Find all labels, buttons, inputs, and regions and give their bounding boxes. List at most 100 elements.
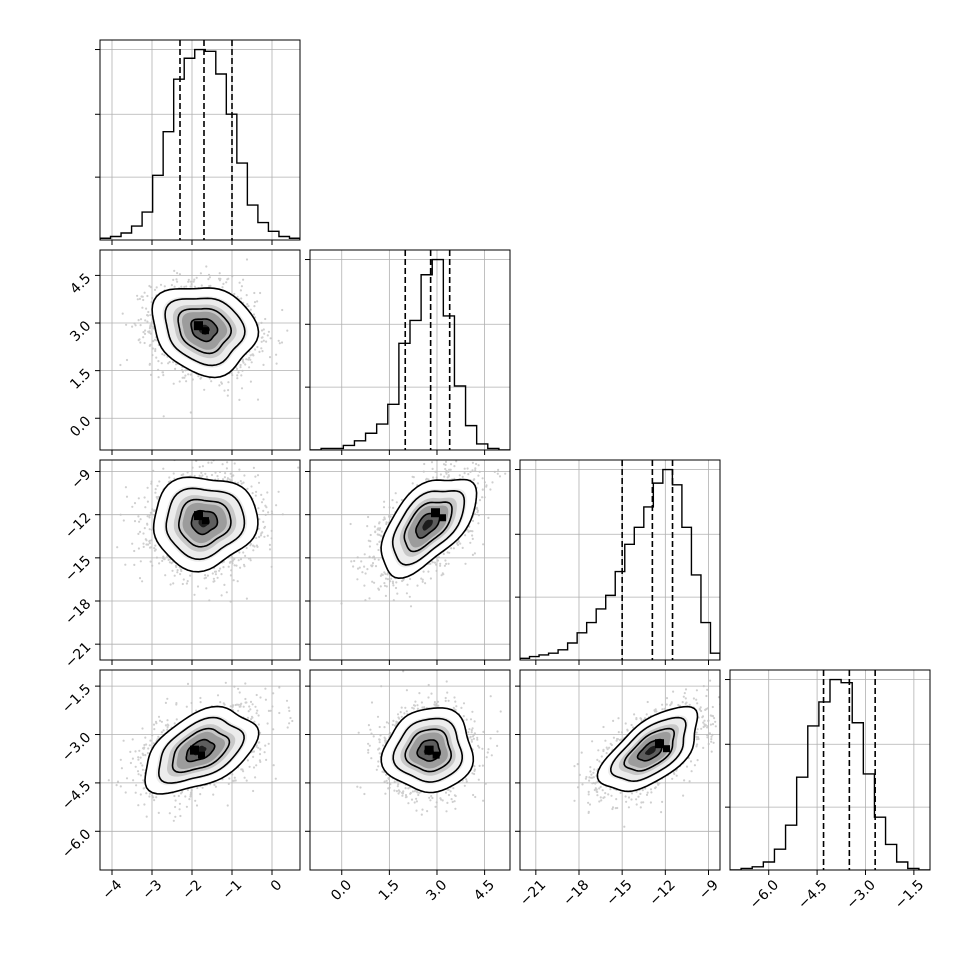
panel-frame xyxy=(309,669,511,871)
panel-frame xyxy=(99,459,301,661)
contour-line-2 xyxy=(177,498,232,548)
y-tick-label: 1.5 xyxy=(67,366,94,393)
contour-line-3 xyxy=(415,512,441,539)
panel-content xyxy=(310,460,510,660)
panel-content xyxy=(520,670,720,870)
contour-line-2 xyxy=(171,727,231,774)
x-tick-label: −4 xyxy=(100,877,126,903)
density-panel-3-1 xyxy=(305,669,511,875)
y-tick-label: −18 xyxy=(62,596,94,628)
contour-line-2 xyxy=(403,501,453,553)
density-peak xyxy=(190,745,199,755)
density-panel-2-1 xyxy=(305,459,511,665)
panel-frame xyxy=(309,459,511,661)
panel-frame xyxy=(99,249,301,451)
contour-line-2 xyxy=(177,307,233,355)
contour-line-0 xyxy=(380,707,475,794)
contour-line-1 xyxy=(391,489,466,566)
density-band-5 xyxy=(645,745,657,756)
y-tick-label: −1.5 xyxy=(59,681,94,716)
contour-line-3 xyxy=(190,509,219,536)
y-tick-label: −4.5 xyxy=(59,778,94,813)
y-tick-label: −3.0 xyxy=(59,730,94,765)
contour-line-3 xyxy=(185,738,216,763)
density-peak xyxy=(655,739,665,749)
x-tick-label: 0.0 xyxy=(328,877,355,904)
contour-line-2 xyxy=(623,727,676,772)
density-peak xyxy=(194,511,203,521)
histogram-series-1 xyxy=(310,258,510,450)
x-tick-label: −2 xyxy=(180,877,206,903)
y-tick-label: 0.0 xyxy=(67,413,94,440)
panel-content xyxy=(100,460,300,660)
y-tick-label: −12 xyxy=(62,510,94,542)
x-tick-label: −3 xyxy=(140,877,166,903)
histogram-panel-2 xyxy=(515,459,721,665)
contour-line-3 xyxy=(190,318,219,343)
density-peak xyxy=(432,751,440,759)
contour-line-0 xyxy=(151,287,260,379)
contour-line-0 xyxy=(380,478,478,580)
y-tick-label: 4.5 xyxy=(67,270,94,297)
density-band-5 xyxy=(422,519,433,531)
histogram-panel-1 xyxy=(305,249,511,455)
x-tick-label: −4.5 xyxy=(795,877,830,912)
density-panel-3-0 xyxy=(95,669,301,875)
density-peak xyxy=(438,514,446,522)
x-tick-label: −21 xyxy=(517,877,549,909)
x-tick-label: −18 xyxy=(560,877,592,909)
panel-content xyxy=(100,250,300,450)
contour-line-1 xyxy=(609,716,687,783)
density-peak xyxy=(424,745,434,755)
density-peak xyxy=(194,321,203,331)
x-tick-label: −3.0 xyxy=(844,877,879,912)
y-tick-label: −15 xyxy=(62,553,94,585)
x-tick-label: −15 xyxy=(603,877,635,909)
corner-plot-panels: −4 −3 −2 −1 0 0.0 1.5 3.0 4.5 −21 −18 −15 −12 −9 −6.0−… xyxy=(59,39,931,912)
density-peak xyxy=(202,517,209,525)
density-peak xyxy=(198,751,205,759)
contour-line-1 xyxy=(164,297,246,367)
contour-line-3 xyxy=(416,739,441,762)
contour-line-0 xyxy=(144,705,260,795)
contour-line-2 xyxy=(404,728,453,773)
y-tick-label: −21 xyxy=(62,639,94,671)
x-tick-label: 4.5 xyxy=(471,877,498,904)
histogram-series-0 xyxy=(100,48,300,240)
panel-frame xyxy=(519,459,721,661)
contour-line-1 xyxy=(165,487,246,561)
panel-content xyxy=(310,670,510,870)
histogram-series-3 xyxy=(730,678,930,870)
x-tick-label: −1 xyxy=(220,877,246,903)
density-peak xyxy=(202,327,209,335)
contour-line-3 xyxy=(636,738,664,762)
x-tick-label: −6.0 xyxy=(747,877,782,912)
x-tick-label: 3.0 xyxy=(423,877,450,904)
panel-frame xyxy=(309,249,511,451)
panel-content xyxy=(100,670,300,870)
panel-frame xyxy=(99,669,301,871)
histogram-panel-0 xyxy=(95,39,301,245)
y-tick-label: 3.0 xyxy=(67,318,94,345)
density-panel-1-0 xyxy=(95,249,301,455)
x-tick-label: −12 xyxy=(647,877,679,909)
density-peak xyxy=(663,745,671,753)
density-panel-2-0 xyxy=(95,459,301,665)
contour-line-0 xyxy=(596,705,699,793)
x-tick-label: 0 xyxy=(268,877,286,895)
x-tick-label: 1.5 xyxy=(376,877,403,904)
density-panel-3-2 xyxy=(515,669,721,875)
x-tick-label: −9 xyxy=(696,877,722,903)
contour-line-0 xyxy=(152,476,259,573)
y-tick-label: −9 xyxy=(68,467,94,493)
histogram-series-2 xyxy=(520,468,720,660)
contour-line-1 xyxy=(392,717,463,783)
x-tick-label: −1.5 xyxy=(892,877,927,912)
panel-frame xyxy=(99,39,301,241)
contour-line-1 xyxy=(157,716,245,784)
histogram-panel-3 xyxy=(725,669,931,875)
y-tick-label: −6.0 xyxy=(59,826,94,861)
panel-frame xyxy=(519,669,721,871)
panel-frame xyxy=(729,669,931,871)
